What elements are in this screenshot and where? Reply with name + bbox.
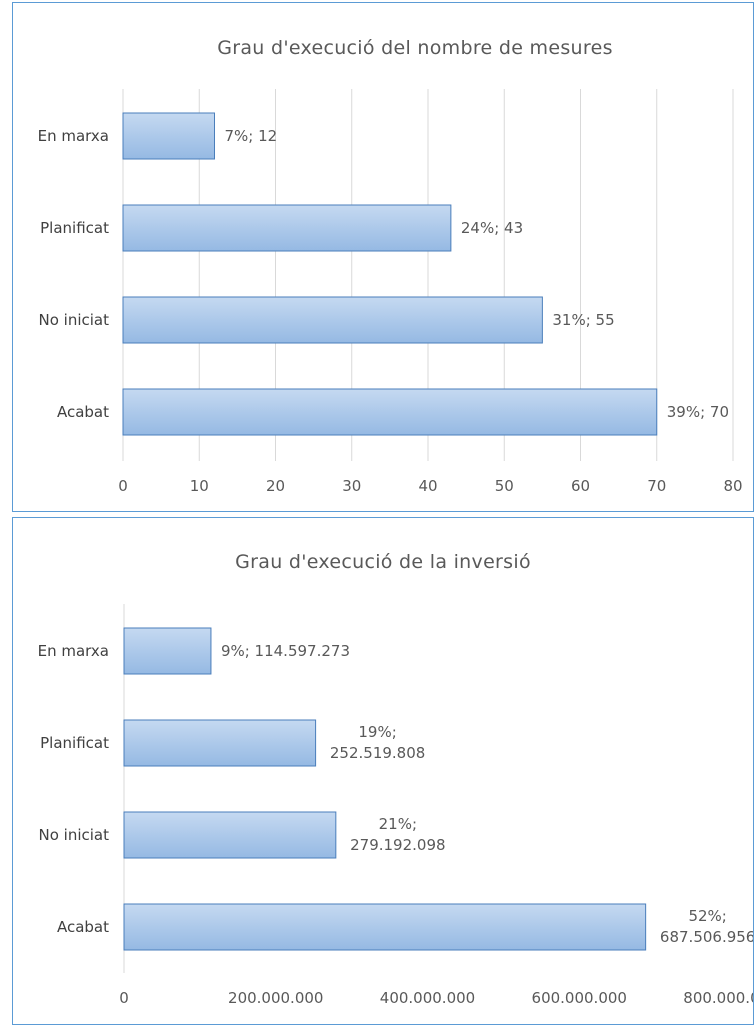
data-label: 31%; 55 bbox=[552, 311, 614, 329]
chart-title: Grau d'execució de la inversió bbox=[235, 551, 531, 573]
data-label: 19%; bbox=[358, 723, 396, 741]
data-label: 9%; 114.597.273 bbox=[221, 642, 350, 660]
x-tick-label: 30 bbox=[342, 477, 361, 495]
chart-inversio: Grau d'execució de la inversió 0 200.000.… bbox=[38, 551, 753, 1007]
category-label: En marxa bbox=[38, 127, 109, 145]
x-tick-label: 0 bbox=[118, 477, 128, 495]
x-tick-label: 0 bbox=[119, 989, 129, 1007]
x-tick-label: 800.000.000 bbox=[683, 989, 753, 1007]
x-tick-label: 20 bbox=[266, 477, 285, 495]
bar bbox=[122, 112, 215, 160]
x-tick-label: 200.000.000 bbox=[228, 989, 323, 1007]
x-tick-label: 400.000.000 bbox=[380, 989, 475, 1007]
data-label: 39%; 70 bbox=[667, 403, 729, 421]
data-label: 687.506.956 bbox=[660, 928, 753, 946]
category-label: Planificat bbox=[40, 219, 109, 237]
data-label: 24%; 43 bbox=[461, 219, 523, 237]
category-label: Acabat bbox=[57, 918, 109, 936]
bar bbox=[123, 627, 212, 675]
chart-panel-inversio: Grau d'execució de la inversió 0 200.000.… bbox=[12, 517, 754, 1025]
chart-panel-mesures: Grau d'execució del nombre de mesures 0 1… bbox=[12, 2, 754, 512]
category-label: No iniciat bbox=[39, 311, 110, 329]
bar bbox=[122, 296, 543, 344]
category-label: Planificat bbox=[40, 734, 109, 752]
bar bbox=[123, 903, 647, 951]
x-tick-label: 70 bbox=[647, 477, 666, 495]
chart-title: Grau d'execució del nombre de mesures bbox=[217, 37, 613, 59]
category-label: No iniciat bbox=[39, 826, 110, 844]
category-label: Acabat bbox=[57, 403, 109, 421]
x-tick-label: 10 bbox=[190, 477, 209, 495]
bar bbox=[123, 811, 337, 859]
chart-mesures: Grau d'execució del nombre de mesures 0 1… bbox=[38, 37, 743, 495]
x-tick-label: 40 bbox=[418, 477, 437, 495]
x-tick-label: 600.000.000 bbox=[532, 989, 627, 1007]
data-label: 279.192.098 bbox=[350, 836, 445, 854]
x-tick-label: 80 bbox=[723, 477, 742, 495]
category-label: En marxa bbox=[38, 642, 109, 660]
bar bbox=[122, 388, 658, 436]
data-label: 52%; bbox=[688, 907, 726, 925]
x-tick-label: 60 bbox=[571, 477, 590, 495]
x-tick-label: 50 bbox=[495, 477, 514, 495]
data-label: 7%; 12 bbox=[225, 127, 278, 145]
bar bbox=[123, 719, 317, 767]
bar bbox=[122, 204, 452, 252]
data-label: 252.519.808 bbox=[330, 744, 425, 762]
data-label: 21%; bbox=[379, 815, 417, 833]
